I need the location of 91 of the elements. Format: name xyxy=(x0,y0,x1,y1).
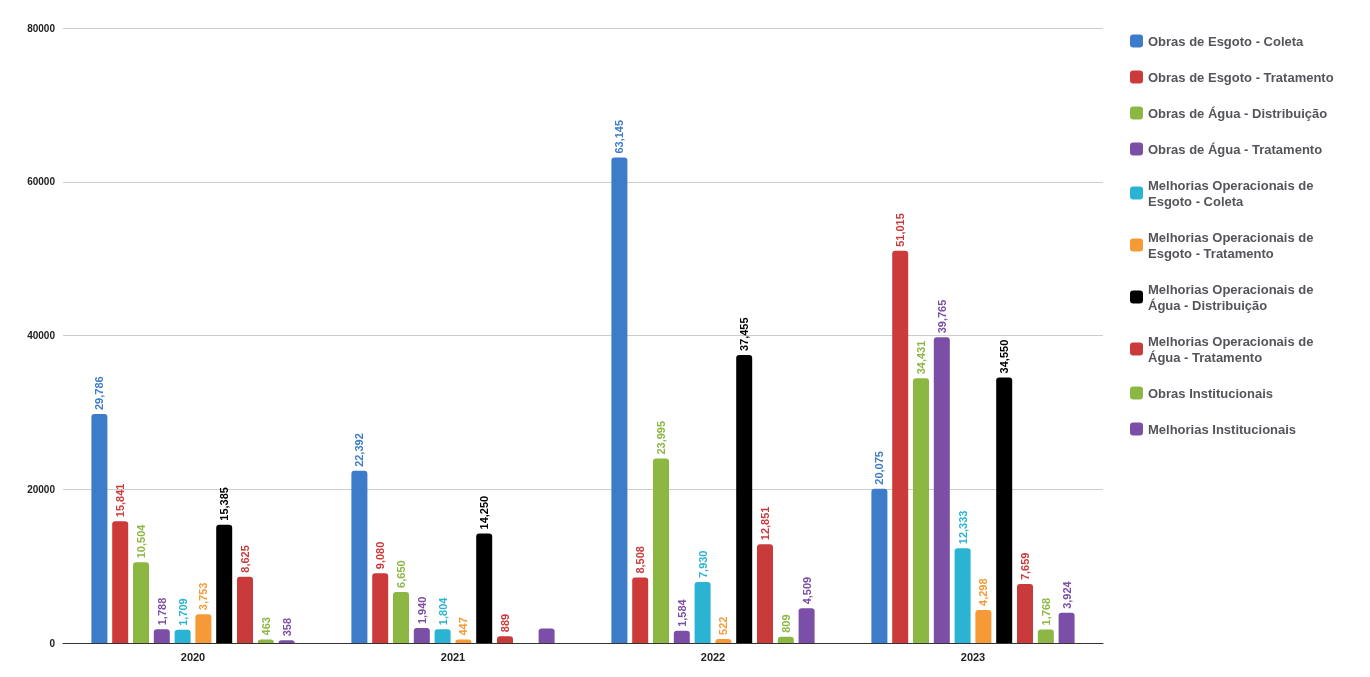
legend-label: Obras de Esgoto - Coleta xyxy=(1148,33,1305,49)
data-label: 9,080 xyxy=(374,541,387,570)
data-label: 4,298 xyxy=(977,578,990,606)
bar xyxy=(538,628,555,643)
bar xyxy=(933,337,950,643)
data-label: 39,765 xyxy=(935,299,948,334)
bar xyxy=(1037,629,1054,643)
bar xyxy=(237,576,253,643)
data-label: 1,584 xyxy=(675,598,688,627)
bar xyxy=(153,629,170,643)
bar xyxy=(476,533,493,643)
bar xyxy=(798,608,815,643)
bar xyxy=(975,609,992,643)
y-tick-label: 20000 xyxy=(27,483,56,495)
bar xyxy=(611,157,628,643)
data-label: 8,625 xyxy=(239,545,251,573)
bar xyxy=(871,488,888,643)
data-label: 15,385 xyxy=(218,487,231,521)
data-label: 12,333 xyxy=(956,510,969,545)
data-label: 1,788 xyxy=(155,597,168,626)
data-label: 1,709 xyxy=(176,598,189,626)
data-label: 34,431 xyxy=(915,340,927,375)
data-label: 809 xyxy=(779,614,792,633)
data-label: 7,659 xyxy=(1019,552,1031,581)
data-label: 15,841 xyxy=(114,483,127,518)
data-label: 358 xyxy=(280,617,293,637)
bar xyxy=(413,628,430,643)
legend-label: Melhorias Operacionais de Esgoto - Tratamento xyxy=(1148,229,1318,261)
bar xyxy=(351,470,368,643)
bar xyxy=(216,524,233,643)
data-label: 51,015 xyxy=(894,213,907,247)
legend-label: Melhorias Operacionais de Água - Tratamento xyxy=(1148,333,1318,365)
data-label: 447 xyxy=(457,617,470,636)
bar xyxy=(112,521,129,643)
data-label: 889 xyxy=(499,613,511,633)
data-label: 8,508 xyxy=(634,546,647,574)
bar xyxy=(632,577,649,643)
data-label: 23,995 xyxy=(655,420,667,455)
bar xyxy=(372,573,389,643)
legend-label: Obras de Água - Tratamento xyxy=(1148,141,1323,157)
data-label: 3,753 xyxy=(197,582,210,611)
bar xyxy=(892,250,909,643)
y-tick-label: 80000 xyxy=(27,22,56,34)
bar xyxy=(673,630,690,643)
legend-label: Obras Institucionais xyxy=(1148,385,1273,401)
data-label: 20,075 xyxy=(873,451,886,485)
data-label: 6,650 xyxy=(395,560,407,588)
bar xyxy=(653,458,669,643)
data-label: 63,145 xyxy=(613,119,626,154)
bar xyxy=(393,591,409,643)
data-label: 1,768 xyxy=(1039,597,1052,626)
legend-label: Melhorias Operacionais de Esgoto - Coleta xyxy=(1148,177,1318,209)
bar xyxy=(174,629,191,643)
bar xyxy=(954,548,971,643)
bar xyxy=(913,378,929,643)
legend-label: Obras de Água - Distribuição xyxy=(1148,105,1328,121)
bar xyxy=(996,377,1013,643)
data-label: 7,930 xyxy=(696,550,709,579)
x-tick-label: 2020 xyxy=(180,650,206,663)
data-label: 3,924 xyxy=(1060,580,1073,609)
bar xyxy=(91,414,108,643)
data-label: 29,786 xyxy=(93,376,106,411)
data-label: 1,804 xyxy=(436,596,449,626)
legend-label: Melhorias Institucionais xyxy=(1148,421,1297,437)
data-label: 37,455 xyxy=(738,317,751,352)
bar xyxy=(434,629,451,643)
bar xyxy=(195,614,212,643)
legend-label: Obras de Esgoto - Tratamento xyxy=(1148,69,1334,85)
data-label: 14,250 xyxy=(478,495,491,530)
bar xyxy=(133,562,149,643)
x-tick-label: 2022 xyxy=(700,650,726,663)
bar xyxy=(1058,612,1075,643)
data-label: 22,392 xyxy=(353,433,366,467)
data-label: 1,940 xyxy=(415,596,428,625)
y-tick-label: 60000 xyxy=(27,176,56,188)
x-tick-label: 2023 xyxy=(960,650,986,663)
data-label: 34,550 xyxy=(998,339,1011,374)
data-label: 522 xyxy=(717,616,730,635)
bar xyxy=(757,544,773,643)
data-label: 463 xyxy=(259,617,272,636)
data-label: 4,509 xyxy=(800,576,813,605)
bar xyxy=(1017,584,1033,643)
x-tick-label: 2021 xyxy=(440,650,466,663)
bar xyxy=(736,355,753,643)
data-label: 12,851 xyxy=(759,506,771,541)
data-label: 10,504 xyxy=(135,523,147,559)
bar xyxy=(497,636,513,643)
y-tick-label: 40000 xyxy=(27,330,56,341)
y-tick-label: 0 xyxy=(49,637,56,649)
legend-label: Melhorias Operacionais de Água - Distribuição xyxy=(1148,281,1318,313)
bar xyxy=(694,582,711,643)
